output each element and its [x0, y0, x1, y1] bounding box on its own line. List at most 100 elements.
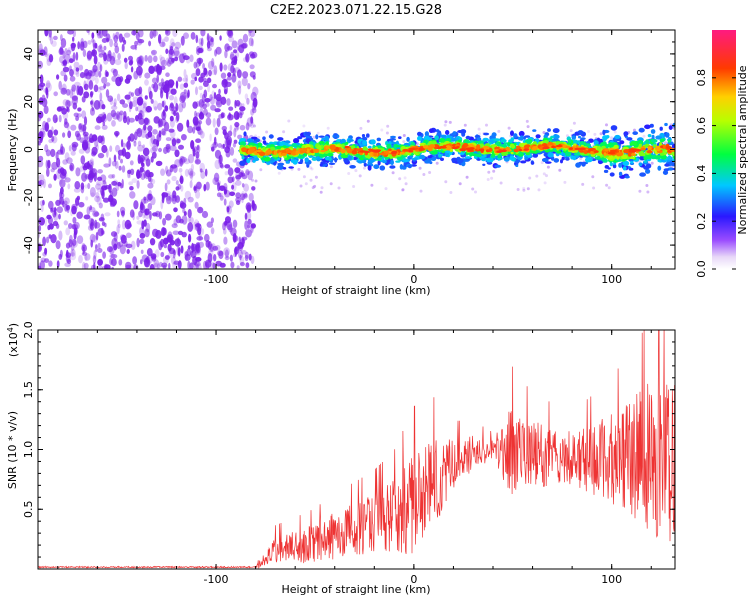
- signal-cell: [645, 168, 651, 174]
- faint-dot: [329, 182, 333, 186]
- noise-blob: [193, 219, 199, 229]
- noise-blob: [86, 50, 93, 60]
- noise-blob: [229, 191, 236, 197]
- noise-blob: [71, 144, 77, 152]
- noise-blob: [38, 155, 44, 162]
- noise-blob: [79, 166, 84, 172]
- noise-blob: [149, 30, 154, 39]
- noise-blob: [190, 163, 194, 172]
- peak-cell: [402, 148, 409, 152]
- signal-cell: [497, 154, 502, 159]
- noise-blob: [59, 179, 66, 188]
- peak-cell: [390, 151, 397, 155]
- noise-blob: [177, 247, 181, 257]
- noise-blob: [50, 148, 56, 158]
- noise-blob: [248, 192, 254, 202]
- noise-blob: [86, 206, 91, 216]
- signal-cell: [647, 134, 652, 138]
- noise-blob: [213, 172, 220, 182]
- signal-cell: [532, 129, 537, 132]
- noise-blob: [224, 132, 229, 140]
- noise-blob: [98, 217, 105, 222]
- noise-blob: [216, 192, 222, 198]
- noise-blob: [80, 155, 86, 165]
- faint-dot: [581, 182, 585, 186]
- noise-blob: [38, 110, 44, 119]
- noise-blob: [195, 151, 200, 159]
- noise-blob: [195, 112, 201, 117]
- noise-blob: [66, 49, 71, 56]
- noise-blob: [40, 204, 44, 213]
- noise-blob: [190, 250, 197, 259]
- noise-blob: [62, 132, 66, 138]
- signal-cell: [408, 165, 412, 169]
- noise-blob: [131, 178, 138, 184]
- noise-blob: [154, 106, 158, 111]
- signal-cell: [282, 167, 287, 170]
- noise-blob: [84, 184, 88, 189]
- noise-blob: [188, 153, 194, 164]
- snr-ytick-label: 0.5: [22, 501, 35, 519]
- noise-blob: [244, 220, 249, 231]
- noise-blob: [157, 120, 161, 129]
- faint-dot: [525, 119, 529, 123]
- noise-blob: [184, 168, 189, 177]
- noise-blob: [206, 35, 212, 43]
- noise-blob: [237, 69, 242, 79]
- noise-blob: [175, 137, 180, 145]
- noise-blob: [95, 77, 99, 84]
- noise-blob: [194, 201, 199, 209]
- noise-blob: [60, 87, 67, 95]
- noise-blob: [62, 50, 66, 60]
- noise-blob: [242, 33, 249, 43]
- noise-blob: [89, 187, 96, 197]
- signal-cell: [363, 162, 367, 167]
- signal-cell: [313, 148, 320, 153]
- noise-blob: [210, 227, 215, 235]
- signal-cell: [618, 171, 623, 177]
- signal-cell: [392, 146, 397, 149]
- noise-blob: [94, 69, 100, 78]
- faint-dot: [316, 131, 320, 135]
- signal-cell: [659, 132, 665, 137]
- signal-cell: [499, 157, 503, 160]
- noise-blob: [75, 115, 79, 122]
- noise-blob: [194, 259, 200, 268]
- noise-blob: [115, 132, 119, 138]
- faint-dot: [366, 119, 370, 123]
- noise-blob: [199, 162, 205, 173]
- noise-blob: [160, 226, 166, 237]
- faint-dot: [312, 135, 316, 139]
- noise-blob: [120, 158, 123, 164]
- noise-blob: [38, 217, 45, 226]
- noise-blob: [108, 194, 114, 203]
- snr-xtick-label: 0: [410, 573, 417, 586]
- noise-blob: [124, 78, 131, 84]
- noise-blob: [210, 104, 217, 111]
- noise-blob: [161, 192, 165, 200]
- noise-blob: [93, 84, 99, 93]
- noise-blob: [205, 261, 210, 269]
- noise-blob: [128, 168, 131, 179]
- noise-blob: [219, 192, 224, 197]
- spectrogram-ytick-label: 20: [22, 95, 35, 109]
- signal-cell: [295, 150, 299, 155]
- noise-blob: [221, 112, 226, 118]
- noise-blob: [248, 30, 253, 34]
- noise-blob: [234, 121, 240, 128]
- faint-dot: [384, 187, 388, 191]
- signal-cell: [654, 156, 661, 160]
- signal-cell: [646, 150, 653, 154]
- noise-blob: [195, 86, 198, 96]
- noise-blob: [225, 150, 231, 158]
- noise-blob: [170, 164, 178, 169]
- noise-blob: [226, 46, 233, 51]
- noise-blob: [140, 100, 148, 106]
- faint-dot: [487, 170, 491, 174]
- noise-blob: [182, 77, 188, 82]
- faint-dot: [485, 123, 488, 127]
- signal-cell: [552, 134, 560, 140]
- noise-blob: [121, 211, 125, 218]
- noise-blob: [213, 65, 218, 76]
- faint-dot: [613, 130, 617, 134]
